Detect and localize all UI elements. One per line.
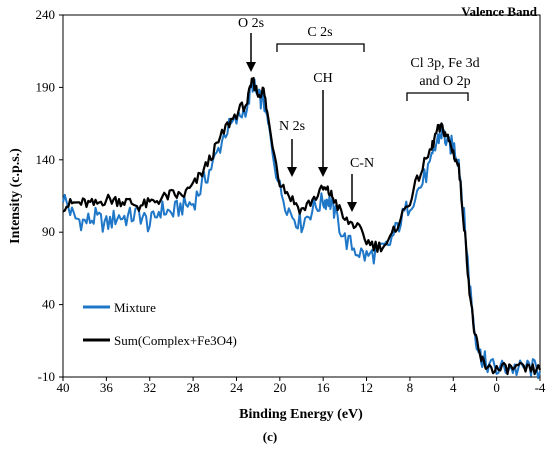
annotation-cl-line2: and O 2p bbox=[419, 74, 470, 89]
bracket-c2s bbox=[276, 43, 365, 52]
x-tick-label: 32 bbox=[143, 380, 156, 395]
plot-frame bbox=[62, 14, 541, 378]
arrow-cn-head bbox=[347, 202, 357, 212]
y-tick-label: 90 bbox=[42, 224, 55, 239]
panel-label: Valence Band bbox=[461, 4, 537, 19]
bracket-cl bbox=[406, 92, 469, 101]
x-axis-ticks: 40 36 32 28 24 20 16 12 8 4 0 -4 bbox=[57, 377, 546, 395]
annotation-n2s: N 2s bbox=[279, 119, 305, 134]
y-tick-label: 190 bbox=[36, 79, 56, 94]
x-tick-label: 16 bbox=[317, 380, 331, 395]
annotation-o2s: O 2s bbox=[238, 16, 264, 31]
x-tick-label: 28 bbox=[187, 380, 200, 395]
legend-label-mixture: Mixture bbox=[114, 300, 156, 315]
annotation-cn: C-N bbox=[350, 156, 374, 171]
arrow-o2s-head bbox=[246, 62, 256, 72]
x-tick-label: 40 bbox=[57, 380, 70, 395]
x-tick-label: 36 bbox=[100, 380, 114, 395]
x-tick-label: 0 bbox=[493, 380, 500, 395]
annotation-cl-line1: Cl 3p, Fe 3d bbox=[410, 56, 479, 71]
x-tick-label: -4 bbox=[535, 380, 546, 395]
annotation-c2s: C 2s bbox=[307, 25, 332, 40]
y-tick-label: -10 bbox=[38, 369, 55, 384]
y-tick-label: 140 bbox=[36, 152, 56, 167]
series-layer bbox=[62, 76, 542, 380]
x-tick-label: 12 bbox=[360, 380, 373, 395]
x-tick-label: 24 bbox=[230, 380, 244, 395]
arrow-ch-head bbox=[318, 167, 328, 177]
series-line-sum bbox=[62, 76, 542, 376]
x-axis-title: Binding Energy (eV) bbox=[239, 407, 363, 422]
x-tick-label: 20 bbox=[273, 380, 286, 395]
y-tick-label: 240 bbox=[36, 7, 56, 22]
legend: Mixture Sum(Complex+Fe3O4) bbox=[83, 300, 237, 348]
figure-caption: (c) bbox=[263, 429, 277, 444]
y-tick-label: 40 bbox=[42, 297, 55, 312]
annotation-ch: CH bbox=[313, 71, 332, 86]
annotations: O 2s C 2s CH N 2s C-N Cl 3p, Fe 3d and O… bbox=[238, 16, 480, 212]
y-axis-title: Intensity (c.p.s.) bbox=[8, 148, 23, 244]
arrow-n2s-head bbox=[287, 167, 297, 177]
x-tick-label: 8 bbox=[407, 380, 414, 395]
legend-label-sum: Sum(Complex+Fe3O4) bbox=[114, 333, 237, 348]
y-axis-ticks: -10 40 90 140 190 240 bbox=[36, 7, 63, 384]
x-tick-label: 4 bbox=[450, 380, 457, 395]
